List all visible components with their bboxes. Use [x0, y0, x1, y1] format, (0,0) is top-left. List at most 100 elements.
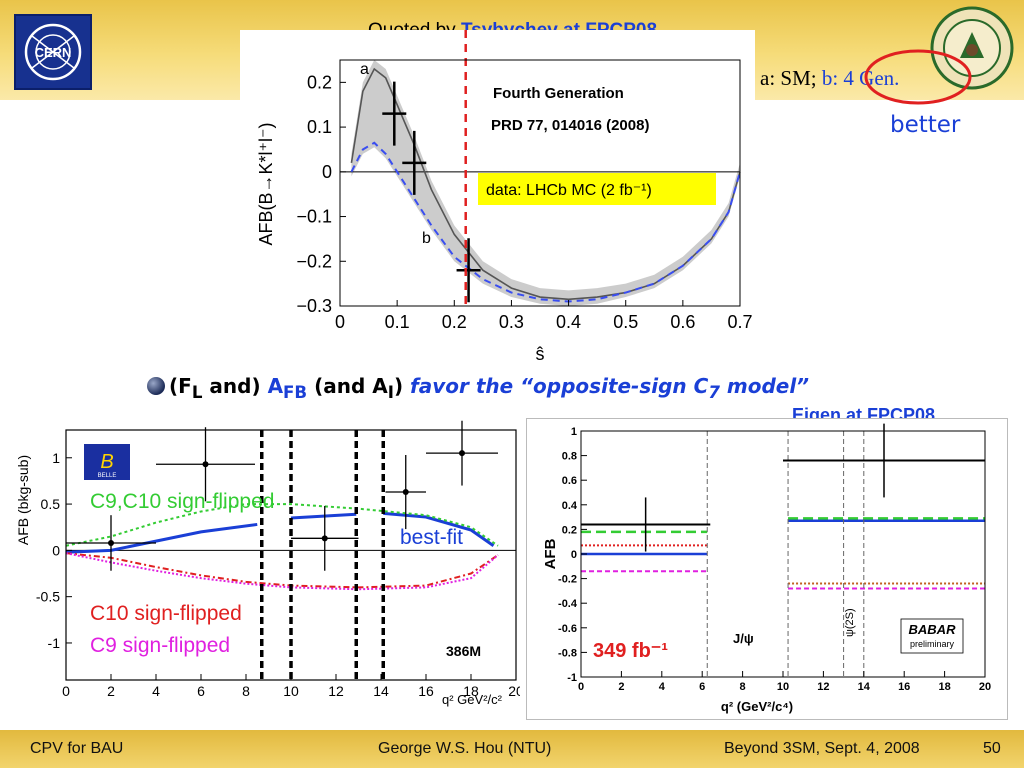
babar-y-tick-label: 0.6 — [562, 475, 577, 487]
babar-y-tick-label: 0 — [571, 549, 577, 561]
label-jpsi: J/ψ — [733, 631, 754, 646]
babar-y-tick-label: -1 — [567, 672, 577, 684]
bullet-ai-sub: I — [387, 383, 394, 402]
top-y-tick-label: 0.2 — [307, 72, 332, 92]
babar-model-lines — [581, 517, 985, 590]
babar-y-tick-label: -0.6 — [558, 623, 577, 635]
footer-center: George W.S. Hou (NTU) — [378, 740, 552, 757]
top-x-tick-label: 0 — [335, 312, 345, 332]
legend-a: a: SM; — [760, 66, 822, 90]
bullet-ball-icon — [147, 377, 165, 395]
label-c9-flipped: C9 sign-flipped — [90, 634, 230, 657]
babar-x-tick-label: 18 — [938, 681, 950, 693]
belle-x-tick-label: 0 — [62, 683, 70, 699]
babar-y-tick-label: -0.2 — [558, 574, 577, 586]
belle-x-label: q² GeV²/c² — [442, 692, 503, 707]
belle-x-tick-label: 10 — [283, 683, 299, 699]
bullet-fl: F — [178, 374, 192, 398]
babar-x-tick-label: 16 — [898, 681, 910, 693]
babar-x-tick-label: 12 — [817, 681, 829, 693]
top-x-tick-label: 0.1 — [385, 312, 410, 332]
bullet-favor: favor the “opposite-sign C — [410, 374, 709, 398]
bullet-c7-sub: 7 — [708, 383, 720, 402]
belle-data-point — [156, 427, 255, 502]
top-chart-panel: 0 0.1 0.2 0.3 0.4 0.5 0.6 0.7 0.2 0.1 0 −0.1 −0.2 −0… — [240, 30, 755, 372]
conclusion-bullet: (FL and) AFB (and AI) favor the “opposit… — [147, 374, 809, 402]
label-best-fit: best-fit — [400, 526, 463, 549]
belle-data-point — [291, 505, 359, 571]
best-fit-curve-low — [65, 522, 258, 554]
c9-flipped-curve — [65, 552, 499, 591]
band-area — [351, 60, 740, 306]
label-349fb: 349 fb⁻¹ — [593, 640, 668, 662]
babar-preliminary: preliminary — [910, 639, 955, 649]
curve-label-b: b — [422, 230, 431, 247]
belle-x-tick-label: 16 — [418, 683, 434, 699]
bullet-fl-sub: L — [191, 383, 203, 402]
series-line-b — [350, 141, 741, 303]
cern-logo-text: CERN — [35, 45, 72, 60]
babar-logo-text: BABAR — [909, 622, 957, 637]
babar-x-tick-label: 14 — [858, 681, 871, 693]
babar-x-tick-label: 20 — [979, 681, 991, 693]
belle-logo — [84, 444, 130, 480]
babar-y-tick-label: 0.2 — [562, 524, 577, 536]
bullet-close: ) — [393, 374, 411, 398]
lhcb-label-box — [478, 173, 716, 205]
belle-y-tick-label: -0.5 — [36, 589, 60, 605]
belle-y-tick-label: 1 — [52, 450, 60, 466]
annotation-lhcb: data: LHCb MC (2 fb⁻¹) — [486, 182, 652, 199]
babar-logo — [900, 618, 964, 654]
belle-x-tick-label: 2 — [107, 683, 115, 699]
best-fit-curve-high — [383, 511, 495, 547]
babar-y-label: AFB — [542, 538, 559, 569]
babar-x-tick-label: 8 — [740, 681, 746, 693]
bullet-and-ai: (and A — [307, 374, 388, 398]
lhcb-data-point — [402, 130, 427, 195]
top-y-tick-label: 0.1 — [307, 117, 332, 137]
belle-logo-text: BELLE — [98, 473, 117, 479]
top-x-tick-label: 0.2 — [442, 312, 467, 332]
footer-bar: CPV for BAU George W.S. Hou (NTU) Beyond… — [0, 730, 1024, 768]
annotation-prd: PRD 77, 014016 (2008) — [491, 117, 649, 134]
top-x-tick-label: 0.5 — [613, 312, 638, 332]
top-x-tick-label: 0.6 — [670, 312, 695, 332]
top-y-tick-label: 0 — [322, 162, 332, 182]
belle-y-tick-label: -1 — [48, 635, 61, 651]
babar-data-point — [783, 423, 985, 498]
best-fit-curve-mid — [290, 512, 357, 520]
babar-chart-panel: 0 2 4 6 8 10 12 14 16 18 20 1 0.8 0.6 0.4 0.2 0 -0.2 -0.4… — [526, 418, 1008, 720]
model-legend: a: SM; b: 4 Gen. — [760, 66, 899, 91]
top-x-label: ŝ — [536, 344, 545, 364]
babar-x-tick-label: 4 — [659, 681, 666, 693]
babar-y-tick-label: -0.4 — [558, 598, 578, 610]
top-x-tick-label: 0.4 — [556, 312, 581, 332]
belle-y-tick-label: 0.5 — [41, 496, 61, 512]
annotation-fourth-gen: Fourth Generation — [493, 85, 624, 102]
belle-x-tick-label: 4 — [152, 683, 160, 699]
top-x-tick-label: 0.7 — [727, 312, 752, 332]
top-y-tick-label: −0.3 — [296, 296, 332, 316]
belle-x-tick-label: 8 — [242, 683, 250, 699]
label-c10-flipped: C10 sign-flipped — [90, 602, 242, 625]
bullet-paren: ( — [169, 374, 179, 398]
babar-x-tick-label: 2 — [618, 681, 624, 693]
belle-model-curves — [65, 503, 499, 591]
label-386m: 386M — [446, 643, 481, 659]
belle-y-tick-label: 0 — [52, 542, 60, 558]
cern-logo: CERN — [14, 14, 92, 90]
label-psi2s: ψ(2S) — [844, 608, 856, 637]
babar-y-tick-label: -0.8 — [558, 647, 577, 659]
footer-left: CPV for BAU — [30, 740, 124, 757]
babar-x-tick-label: 10 — [777, 681, 789, 693]
sm-uncertainty-band — [351, 60, 740, 306]
top-x-tick-label: 0.3 — [499, 312, 524, 332]
better-note: better — [890, 112, 961, 138]
babar-y-tick-label: 0.4 — [562, 500, 578, 512]
bullet-model: model” — [719, 374, 810, 398]
babar-y-tick-label: 0.8 — [562, 451, 577, 463]
c10-flipped-curve — [65, 552, 499, 589]
babar-y-tick-label: 1 — [571, 426, 577, 438]
belle-y-label: AFB (bkg-sub) — [15, 455, 31, 545]
belle-x-tick-label: 12 — [328, 683, 344, 699]
